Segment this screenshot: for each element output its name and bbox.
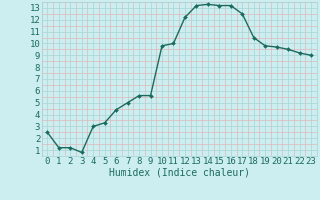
X-axis label: Humidex (Indice chaleur): Humidex (Indice chaleur) (109, 168, 250, 178)
